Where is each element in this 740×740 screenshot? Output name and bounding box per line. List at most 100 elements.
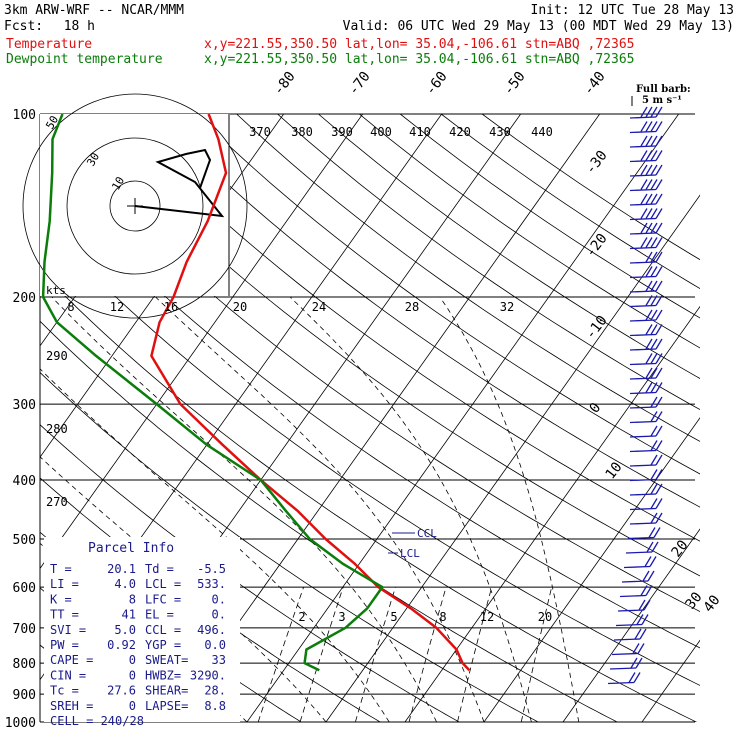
wind-barb-flag xyxy=(630,657,638,669)
theta-e-label: 290 xyxy=(46,349,68,363)
wind-barb-flag xyxy=(650,469,658,480)
wind-barb-flag xyxy=(645,382,653,393)
wind-barb-flag xyxy=(633,672,641,683)
wind-barb-flag xyxy=(650,193,658,205)
wind-barb-flag xyxy=(650,309,658,321)
wind-barb xyxy=(617,609,645,612)
wind-barb-flag xyxy=(645,222,653,234)
parcel-info-key: SHEAR= xyxy=(145,684,188,698)
wind-barb-flag xyxy=(655,425,663,437)
wind-barb xyxy=(629,174,657,177)
parcel-info-key: EL = xyxy=(145,608,174,622)
hodograph-scale-label: 12 xyxy=(110,300,124,314)
hodograph-scale-label: 24 xyxy=(312,300,326,314)
header-init: Init: 12 UTC Tue 28 May 13 xyxy=(531,3,735,18)
mixing-ratio-label: 8 xyxy=(439,610,446,624)
wind-barb-flag xyxy=(640,179,648,190)
hodograph-scale-label: 28 xyxy=(405,300,419,314)
wind-barb xyxy=(629,435,657,438)
wind-barb-flag xyxy=(655,135,663,147)
wind-barb xyxy=(629,232,657,235)
header-valid: Valid: 06 UTC Wed 29 May 13 (00 MDT Wed … xyxy=(343,19,734,34)
dry-adiabat-line xyxy=(40,220,700,686)
wind-barb-flag xyxy=(640,106,648,118)
hodograph-scale-label: 16 xyxy=(164,300,178,314)
theta-label: 400 xyxy=(370,125,392,139)
wind-barb-flag xyxy=(655,193,663,205)
wind-barb xyxy=(629,377,657,380)
parcel-info-value: 8.8 xyxy=(204,699,226,713)
wind-barb-flag xyxy=(640,193,648,205)
wind-barb-flag xyxy=(650,382,658,393)
theta-label: 440 xyxy=(531,125,553,139)
wind-barb-flag xyxy=(650,237,658,248)
wind-barb-flag xyxy=(655,353,663,364)
isotherm-label: -40 xyxy=(581,69,609,99)
parcel-info-key: TT = xyxy=(50,608,79,622)
wind-barb-flag xyxy=(655,469,663,480)
parcel-info-value: 28. xyxy=(204,684,226,698)
wind-barb-flag xyxy=(644,556,652,567)
isotherm-label: 10 xyxy=(603,459,626,482)
pressure-label: 500 xyxy=(13,533,36,548)
hodograph-ring-10 xyxy=(109,180,161,232)
wind-barb-flag xyxy=(645,338,653,350)
parcel-info-key: CELL = 240/28 xyxy=(50,714,144,728)
wind-barb-flag xyxy=(655,121,663,132)
dry-adiabat-line xyxy=(40,122,700,612)
legend-dewpoint-info: x,y=221.55,350.50 lat,lon= 35.04,-106.61… xyxy=(204,52,634,67)
dry-adiabat-line xyxy=(318,114,700,379)
wind-barb xyxy=(607,681,635,685)
parcel-info-key: SVI = xyxy=(50,623,86,637)
wind-barb-flag xyxy=(651,541,659,553)
wind-barb xyxy=(629,464,657,467)
isotherm-line xyxy=(641,639,700,722)
isotherm-label: -60 xyxy=(423,69,451,99)
parcel-info-value: 5.0 xyxy=(114,623,136,637)
wind-barb-flag xyxy=(648,527,656,538)
wind-barb xyxy=(619,594,647,598)
pressure-label: 800 xyxy=(13,657,36,672)
parcel-info-value: 0. xyxy=(212,608,226,622)
header-fcst-value: 18 h xyxy=(64,19,95,34)
wind-barb-flag xyxy=(641,614,649,625)
wind-barb xyxy=(613,638,641,641)
parcel-info-key: Tc = xyxy=(50,684,79,698)
wind-barb-flag xyxy=(650,396,658,408)
wind-barb-flag xyxy=(655,382,663,393)
wind-barb-flag xyxy=(645,164,653,176)
isotherm-label: -80 xyxy=(271,69,299,99)
wind-barb-flag xyxy=(640,150,648,161)
wind-barb xyxy=(629,391,657,395)
dry-adiabat-line xyxy=(40,270,698,722)
ccl-label: CCL xyxy=(417,527,437,540)
wind-barb-flag xyxy=(655,338,663,350)
lcl-label: LCL xyxy=(400,547,420,560)
isotherm-label: -10 xyxy=(583,313,611,343)
wind-barb-flag xyxy=(645,106,653,118)
pressure-label: 400 xyxy=(13,474,36,489)
wind-barb-flag xyxy=(650,179,658,190)
wind-barb-flag xyxy=(655,106,663,118)
wind-barb xyxy=(621,580,649,583)
wind-barb-flag xyxy=(650,164,658,176)
wind-barb-flag xyxy=(645,309,653,321)
hodograph-scale-label: 32 xyxy=(500,300,514,314)
wind-barb-flag xyxy=(645,237,653,248)
wind-barb-flag xyxy=(655,280,663,292)
parcel-info-value: 0.0 xyxy=(204,638,226,652)
parcel-info-value: 0 xyxy=(129,668,136,682)
wind-barb-flag xyxy=(637,643,645,654)
wind-barb xyxy=(629,203,657,206)
wind-barb-flag xyxy=(655,498,663,509)
mixing-ratio-line xyxy=(355,586,396,722)
parcel-info-box xyxy=(44,537,240,722)
isotherm-line xyxy=(325,194,700,722)
hodograph-scale-label: 8 xyxy=(67,300,74,314)
pressure-label: 900 xyxy=(13,688,36,703)
wind-barb-flag xyxy=(643,599,651,611)
isotherm-line xyxy=(404,305,700,722)
wind-barb-flag xyxy=(650,353,658,364)
wind-barb-flag xyxy=(647,570,655,582)
